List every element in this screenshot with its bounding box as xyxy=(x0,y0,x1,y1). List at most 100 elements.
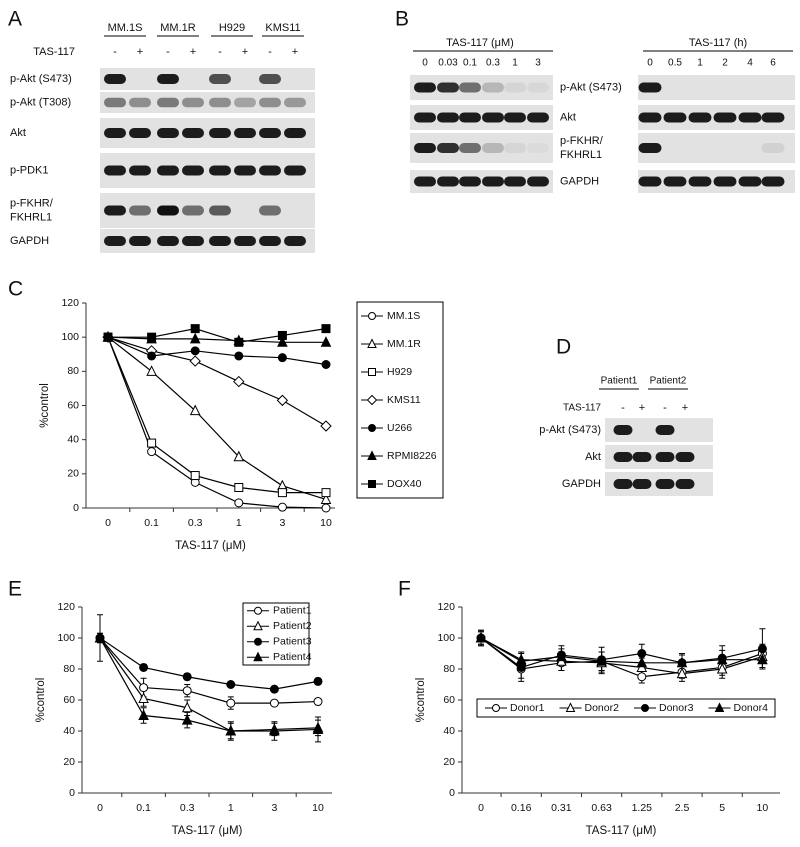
blot-band xyxy=(234,236,256,246)
blot-band xyxy=(482,143,504,153)
x-axis-label: TAS-117 (μM) xyxy=(586,825,657,837)
x-tick-label: 0.63 xyxy=(591,802,612,814)
x-tick-label: 0 xyxy=(97,802,103,814)
treatment-sign: + xyxy=(242,46,248,58)
blot-band xyxy=(504,176,526,187)
x-axis-label: TAS-117 (μM) xyxy=(175,540,246,552)
blot-band xyxy=(675,452,695,462)
y-tick-label: 20 xyxy=(63,756,75,768)
marker xyxy=(147,438,157,448)
blot-band xyxy=(761,112,785,123)
marker xyxy=(146,365,157,376)
marker xyxy=(321,324,331,334)
blot-band xyxy=(504,82,526,93)
x-tick-label: 0.1 xyxy=(144,517,159,529)
marker xyxy=(234,483,244,492)
blot-band xyxy=(259,128,281,138)
blot-band xyxy=(104,165,126,176)
lane-label: 3 xyxy=(535,58,541,69)
blot-band xyxy=(437,176,459,187)
x-tick-label: 10 xyxy=(757,802,769,814)
blot-band xyxy=(234,97,256,108)
y-tick-label: 40 xyxy=(443,725,455,737)
blot-band xyxy=(688,176,712,187)
blot-band xyxy=(713,112,737,123)
panel-letter: E xyxy=(8,578,22,601)
blot-band xyxy=(129,97,151,108)
blot-membrane xyxy=(100,68,315,90)
panel-letter: F xyxy=(398,578,411,601)
lane-label: 0.5 xyxy=(668,58,682,69)
blot-band xyxy=(414,176,436,187)
blot-band xyxy=(209,205,231,216)
x-tick-label: 3 xyxy=(279,517,285,529)
row-label: GAPDH xyxy=(10,235,49,247)
marker xyxy=(313,697,323,707)
legend-marker xyxy=(714,702,725,712)
legend-label: Patient1 xyxy=(273,605,312,617)
row-label: p-Akt (S473) xyxy=(560,81,622,93)
blot-band xyxy=(129,128,151,138)
marker xyxy=(637,649,647,658)
blot-band xyxy=(632,479,652,489)
y-tick-label: 60 xyxy=(443,694,455,706)
blot-band xyxy=(284,128,306,138)
treatment-sign: - xyxy=(218,46,222,58)
blot-band xyxy=(613,452,633,462)
marker xyxy=(312,723,324,734)
blot-band xyxy=(437,112,459,123)
legend-label: MM.1R xyxy=(387,338,421,350)
marker xyxy=(716,662,728,674)
marker xyxy=(139,662,149,672)
blot-band xyxy=(738,176,762,187)
treatment-label: TAS-117 xyxy=(33,46,75,58)
blot-band xyxy=(157,128,179,138)
panel-letter: A xyxy=(8,8,22,31)
legend-marker xyxy=(641,704,649,712)
legend-marker xyxy=(492,704,500,712)
legend-label: KMS11 xyxy=(387,394,421,406)
marker xyxy=(636,656,648,668)
blot-band xyxy=(482,82,504,93)
marker xyxy=(189,355,201,367)
blot-band xyxy=(504,143,526,153)
legend-marker xyxy=(368,312,376,320)
marker xyxy=(277,353,287,363)
x-tick-label: 1 xyxy=(236,517,242,529)
row-label: GAPDH xyxy=(560,175,599,187)
marker xyxy=(277,330,287,340)
dose-title: TAS-117 (μM) xyxy=(446,37,514,49)
marker xyxy=(757,653,768,665)
row-label: Akt xyxy=(560,111,576,123)
blot-band xyxy=(459,112,481,123)
blot-band xyxy=(638,143,662,153)
y-tick-label: 60 xyxy=(63,694,75,706)
blot-band xyxy=(259,97,281,108)
blot-band xyxy=(182,236,204,246)
marker xyxy=(321,503,331,513)
legend-marker xyxy=(254,606,262,615)
treatment-sign: + xyxy=(639,402,645,414)
x-tick-label: 5 xyxy=(719,802,725,814)
legend-label: Patient3 xyxy=(273,636,312,648)
legend-marker xyxy=(253,651,263,662)
y-tick-label: 80 xyxy=(443,663,455,675)
blot-band xyxy=(482,176,504,187)
x-tick-label: 0.3 xyxy=(180,802,195,814)
blot-band xyxy=(129,205,151,216)
x-tick-label: 0 xyxy=(105,517,111,529)
legend-label: U266 xyxy=(387,422,412,434)
group-label: MM.1S xyxy=(108,22,143,34)
treatment-sign: + xyxy=(682,402,688,414)
marker xyxy=(269,724,280,736)
blot-band xyxy=(437,82,459,93)
blot-band xyxy=(182,97,204,108)
blot-band xyxy=(259,165,281,176)
legend-label: Patient4 xyxy=(273,651,312,663)
blot-band xyxy=(157,97,179,108)
y-tick-label: 60 xyxy=(67,399,79,411)
legend-label: MM.1S xyxy=(387,310,420,322)
marker xyxy=(225,724,237,736)
blot-band xyxy=(284,97,306,108)
lane-label: 2 xyxy=(722,58,728,69)
